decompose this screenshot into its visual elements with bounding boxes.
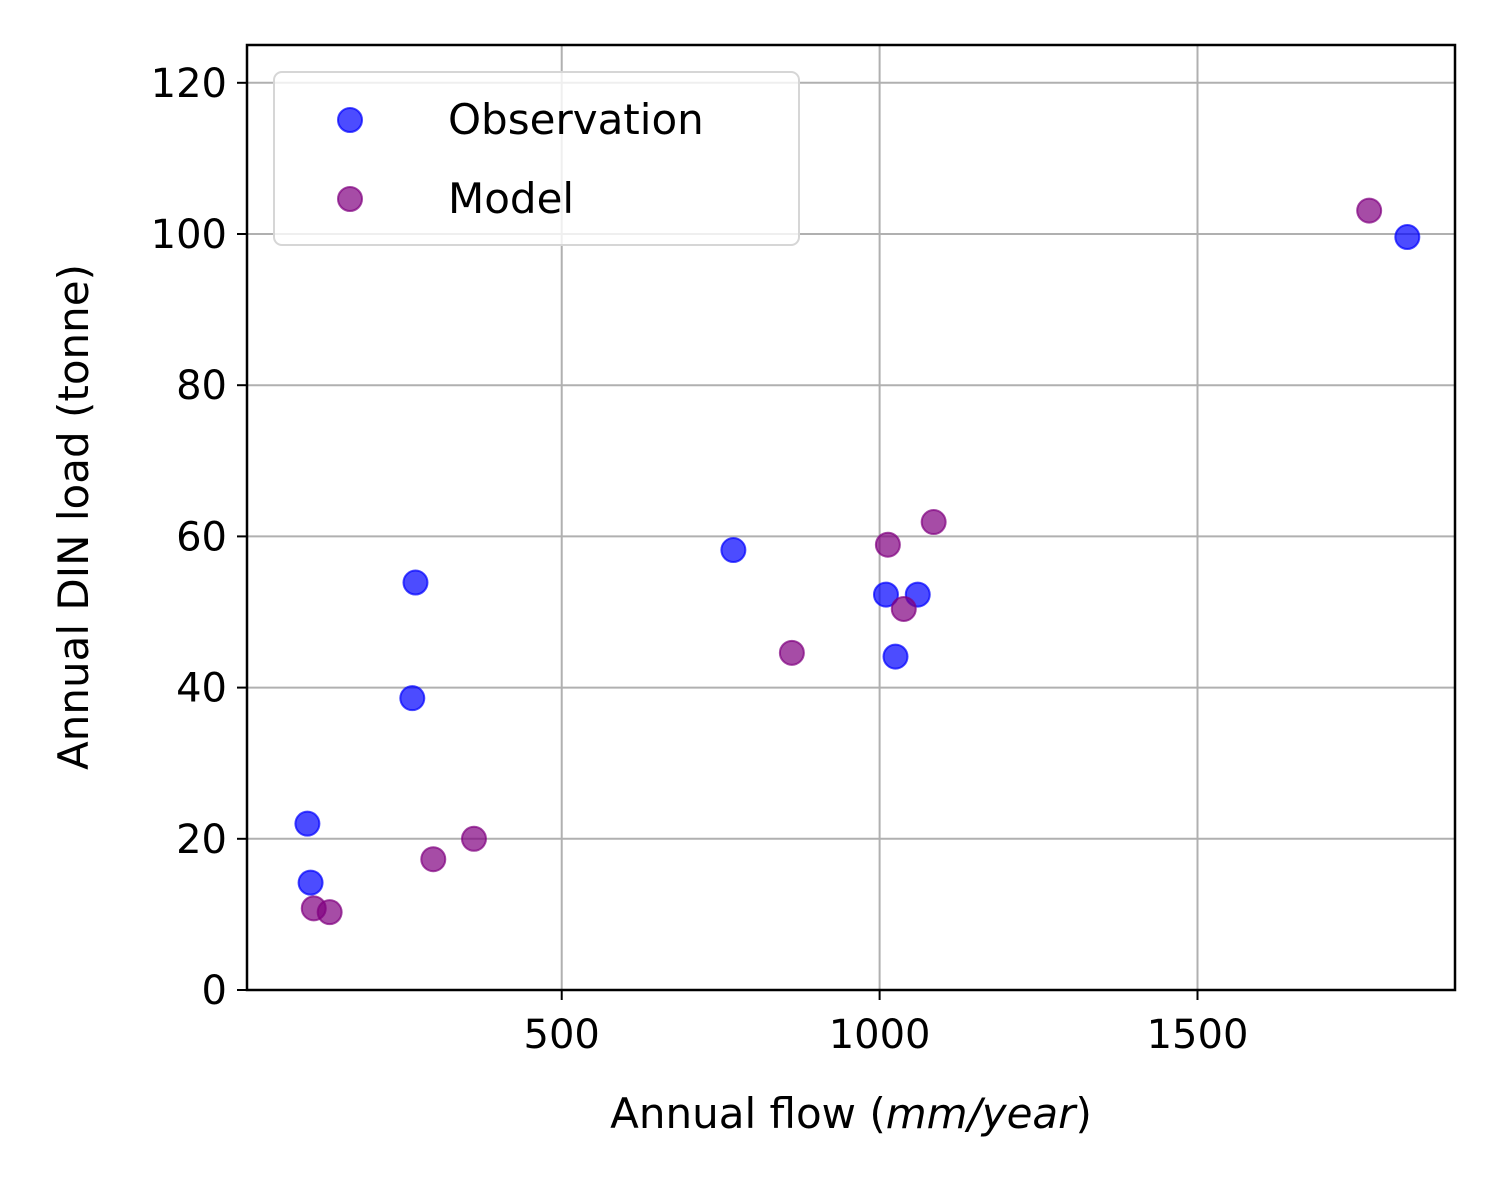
data-point-model [460, 825, 487, 852]
legend-box [273, 71, 800, 246]
data-points [294, 197, 1421, 926]
legend: Observation Model [273, 71, 800, 246]
axis-ticks: 500 1000 1500 0 20 40 60 80 100 120 [151, 61, 1249, 1058]
data-point-model [778, 639, 805, 666]
data-point-observation [297, 869, 324, 896]
x-tick-label: 1000 [829, 1012, 931, 1058]
data-point-model [420, 846, 447, 873]
data-point-model [874, 531, 901, 558]
x-axis-title-unit: mm/year [886, 1089, 1078, 1138]
legend-marker-model [337, 186, 363, 212]
data-point-model [316, 899, 343, 926]
y-tick-label: 120 [151, 61, 227, 107]
data-point-observation [399, 685, 426, 712]
data-point-observation [872, 581, 899, 608]
data-point-observation [1394, 224, 1421, 251]
x-axis-title-suffix: ) [1075, 1089, 1091, 1138]
y-tick-label: 60 [176, 514, 227, 560]
y-axis-title: Annual DIN load (tonne) [49, 264, 98, 770]
y-tick-label: 0 [202, 968, 227, 1014]
x-tick-label: 500 [524, 1012, 600, 1058]
x-axis-title: Annual flow (mm/year) [610, 1089, 1092, 1138]
plot-area-frame [245, 43, 1457, 992]
x-tick-label: 1500 [1147, 1012, 1249, 1058]
y-tick-label: 20 [176, 817, 227, 863]
x-axis-title-prefix: Annual flow ( [610, 1089, 886, 1138]
data-point-model [1356, 197, 1383, 224]
y-tick-label: 80 [176, 363, 227, 409]
legend-label-model: Model [448, 174, 574, 223]
legend-marker-observation [337, 107, 363, 133]
y-tick-label: 40 [176, 666, 227, 712]
data-point-observation [720, 537, 747, 564]
data-point-observation [402, 569, 429, 596]
y-tick-label: 100 [151, 212, 227, 258]
data-point-model [890, 595, 917, 622]
data-point-observation [882, 643, 909, 670]
data-point-observation [294, 810, 321, 837]
legend-label-observation: Observation [448, 95, 704, 144]
data-point-model [920, 509, 947, 536]
